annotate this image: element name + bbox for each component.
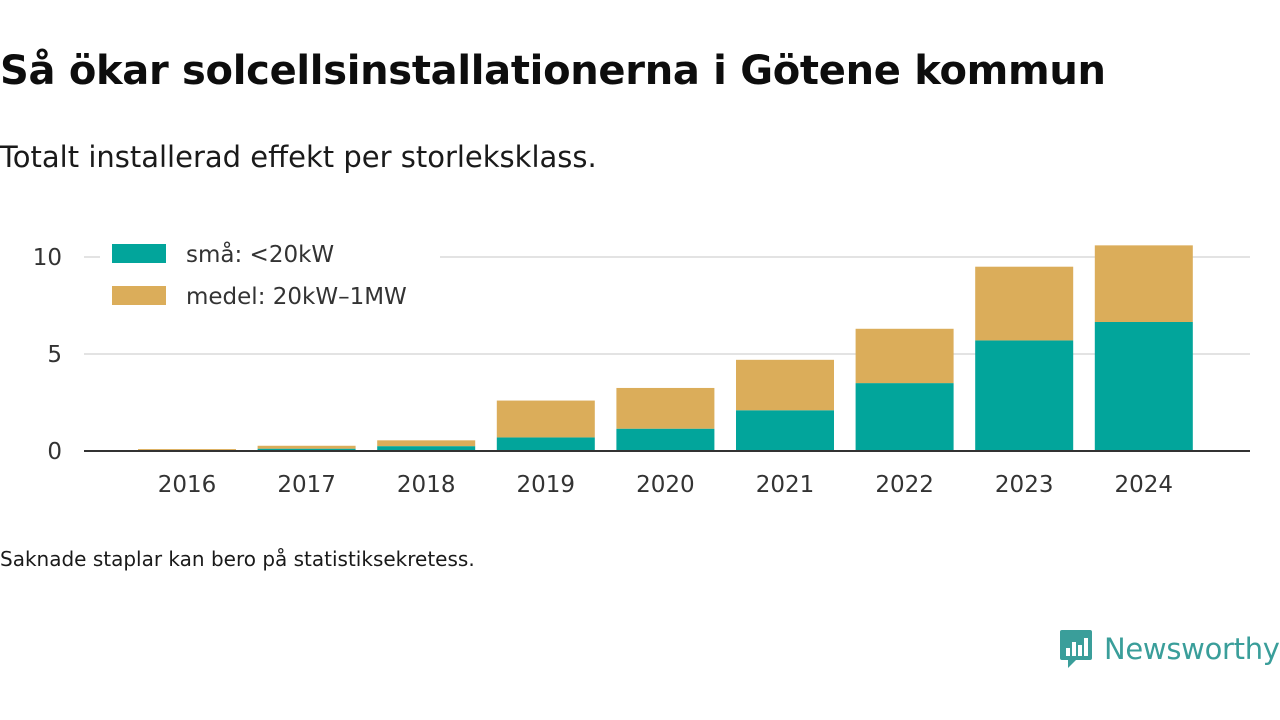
bar-segment	[736, 359, 834, 411]
bar-segment	[975, 266, 1074, 341]
bar-segment	[616, 428, 715, 451]
bar-segment	[257, 448, 356, 451]
x-tick-labels: 2016 2017 2018 2019 2020 2021 2022 2023 2024	[158, 472, 1173, 498]
bar-segment	[377, 440, 476, 447]
x-tick-label: 2024	[1115, 472, 1174, 498]
y-tick-label: 10	[33, 245, 62, 271]
legend-swatch	[112, 244, 166, 263]
x-tick-label: 2021	[756, 472, 815, 498]
chart-title: Så ökar solcellsinstallationerna i Göten…	[0, 48, 1106, 94]
y-tick-label: 5	[47, 342, 62, 368]
bar-segment	[736, 410, 834, 451]
bar-segment	[138, 449, 236, 451]
footnote: Saknade staplar kan bero på statistiksek…	[0, 547, 475, 571]
bar-segment	[257, 445, 356, 449]
newsworthy-logo-icon	[1060, 630, 1092, 668]
legend-label: små: <20kW	[186, 240, 334, 268]
x-tick-label: 2016	[158, 472, 217, 498]
brand-name: Newsworthy	[1104, 632, 1280, 666]
bar-segment	[1094, 321, 1193, 451]
legend-swatch	[112, 286, 166, 305]
x-tick-label: 2017	[277, 472, 336, 498]
x-tick-label: 2023	[995, 472, 1054, 498]
bar-segment	[1094, 245, 1193, 322]
x-tick-label: 2018	[397, 472, 456, 498]
chart-subtitle: Totalt installerad effekt per storlekskl…	[0, 140, 597, 174]
bar-segment	[855, 328, 954, 384]
legend-label: medel: 20kW–1MW	[186, 284, 407, 310]
bar-segment	[496, 437, 595, 451]
bars	[138, 245, 1193, 451]
x-tick-label: 2020	[636, 472, 695, 498]
brand-logo: Newsworthy	[1058, 628, 1280, 670]
legend: små: <20kW medel: 20kW–1MW	[100, 230, 440, 322]
bar-segment	[855, 383, 954, 451]
x-tick-label: 2022	[875, 472, 934, 498]
y-tick-label: 0	[47, 439, 62, 465]
x-tick-label: 2019	[517, 472, 576, 498]
bar-segment	[975, 340, 1074, 451]
bar-segment	[377, 446, 476, 451]
bar-segment	[616, 387, 715, 429]
y-tick-labels: 0 5 10	[33, 245, 62, 465]
bar-segment	[496, 400, 595, 438]
